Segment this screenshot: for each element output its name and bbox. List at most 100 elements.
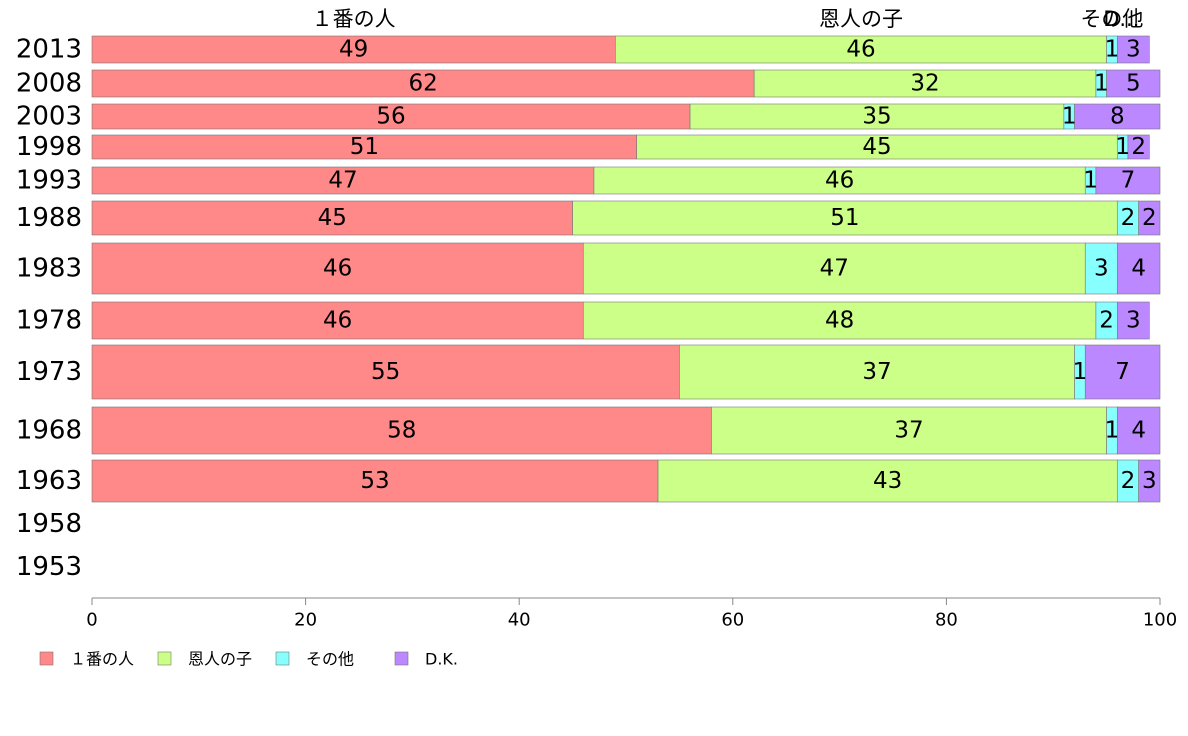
bar-segment-1993-s0	[91, 166, 595, 195]
segment-label-2013-s0: 49	[339, 37, 368, 63]
bar-segment-1988-s1	[572, 200, 1118, 236]
bar-segment-1983-s2	[1084, 242, 1118, 295]
bar-segment-1968-s3	[1116, 406, 1161, 455]
bar-segment-1983-s0	[91, 242, 584, 295]
x-tick-label-100: 100	[1143, 610, 1177, 631]
bar-segment-1993-s1	[593, 166, 1086, 195]
bar-segment-2013-s3	[1116, 35, 1150, 64]
legend-label-3: D.K.	[425, 650, 458, 669]
segment-label-1988-s0: 45	[318, 205, 347, 231]
bar-segment-1993-s3	[1095, 166, 1161, 195]
year-label-1998: 1998	[16, 132, 82, 162]
segment-label-1988-s2: 2	[1121, 205, 1136, 231]
segment-label-2008-s0: 62	[408, 71, 437, 97]
x-axis: 0 20 40 60 80 100	[86, 597, 1177, 631]
segment-label-1993-s2: 1	[1083, 168, 1098, 194]
top-series-label-3: D...	[1103, 7, 1139, 31]
segment-label-1988-s3: 2	[1142, 205, 1157, 231]
segment-label-1973-s2: 1	[1073, 359, 1088, 385]
segment-label-1978-s2: 2	[1099, 308, 1114, 334]
year-label-1983: 1983	[16, 254, 82, 284]
segment-label-1963-s2: 2	[1121, 468, 1136, 494]
segment-label-1968-s3: 4	[1131, 418, 1146, 444]
year-label-1968: 1968	[16, 416, 82, 446]
segment-label-1968-s0: 58	[387, 418, 416, 444]
segment-label-2013-s2: 1	[1105, 37, 1120, 63]
year-label-1953: 1953	[16, 552, 82, 582]
year-label-2013: 2013	[16, 35, 82, 65]
segment-label-1993-s0: 47	[328, 168, 357, 194]
bar-segment-1988-s0	[91, 200, 573, 236]
year-label-1993: 1993	[16, 166, 82, 196]
segment-label-2003-s0: 56	[376, 104, 405, 130]
segment-label-2008-s1: 32	[910, 71, 939, 97]
legend-swatch-0	[39, 651, 54, 666]
year-label-1963: 1963	[16, 466, 82, 496]
x-tick-label-20: 20	[294, 610, 317, 631]
top-series-label-0: １番の人	[312, 7, 396, 31]
top-series-label-1: 恩人の子	[819, 7, 903, 31]
segment-label-1973-s0: 55	[371, 359, 400, 385]
bar-segment-1983-s3	[1116, 242, 1161, 295]
bar-segment-2008-s3	[1106, 69, 1161, 98]
legend-swatch-2	[275, 651, 290, 666]
x-tick-label-80: 80	[935, 610, 958, 631]
bar-segment-1963-s1	[657, 459, 1118, 503]
segment-label-2013-s3: 3	[1126, 37, 1141, 63]
year-label-1958: 1958	[16, 509, 82, 539]
segment-label-2003-s2: 1	[1062, 104, 1077, 130]
x-tick-label-0: 0	[86, 610, 97, 631]
bar-segment-1968-s0	[91, 406, 712, 455]
bar-segment-1973-s3	[1084, 344, 1161, 400]
legend-label-0: １番の人	[70, 650, 134, 669]
legend: １番の人 恩人の子 その他 D.K.	[39, 650, 458, 669]
segment-label-1973-s1: 37	[862, 359, 891, 385]
bar-segment-2013-s1	[615, 35, 1107, 64]
legend-swatch-1	[157, 651, 172, 666]
segment-label-2003-s3: 8	[1110, 104, 1125, 130]
bar-segment-2003-s1	[689, 103, 1065, 130]
bar-segment-1983-s1	[582, 242, 1086, 295]
segment-label-1983-s2: 3	[1094, 256, 1109, 282]
segment-label-1998-s2: 1	[1115, 134, 1130, 160]
bar-segment-2008-s1	[753, 69, 1097, 98]
bar-segment-1973-s1	[679, 344, 1075, 400]
segment-label-1978-s0: 46	[323, 308, 352, 334]
bar-segment-1998-s0	[91, 134, 637, 160]
segment-labels-layer: 49 46 1 362 32 1 556 35 1 851 45 1 247 46 1 745 51 2 246 47…	[318, 37, 1157, 495]
year-label-1988: 1988	[16, 203, 82, 233]
bar-segment-1998-s3	[1127, 134, 1150, 160]
legend-label-2: その他	[306, 650, 354, 669]
segment-label-2003-s1: 35	[862, 104, 891, 130]
bar-segment-2013-s0	[91, 35, 616, 64]
x-tick-label-40: 40	[508, 610, 531, 631]
segment-label-1983-s0: 46	[323, 256, 352, 282]
year-label-2008: 2008	[16, 69, 82, 99]
legend-swatch-3	[394, 651, 409, 666]
bar-segment-2003-s0	[91, 103, 691, 130]
segment-label-1968-s1: 37	[894, 418, 923, 444]
bar-segment-1998-s1	[636, 134, 1118, 160]
bar-segment-1978-s0	[91, 301, 584, 340]
segment-label-1968-s2: 1	[1105, 418, 1120, 444]
segment-label-1978-s3: 3	[1126, 308, 1141, 334]
x-tick-label-60: 60	[721, 610, 744, 631]
segment-label-1963-s3: 3	[1142, 468, 1157, 494]
segment-label-2013-s1: 46	[846, 37, 875, 63]
segment-label-1998-s3: 2	[1131, 134, 1146, 160]
segment-label-1998-s0: 51	[350, 134, 379, 160]
bars-layer	[91, 35, 1161, 503]
segment-label-1973-s3: 7	[1115, 359, 1130, 385]
segment-label-1978-s1: 48	[825, 308, 854, 334]
segment-label-1998-s1: 45	[862, 134, 891, 160]
top-series-label-2: その他	[1080, 7, 1143, 31]
segment-label-1983-s3: 4	[1131, 256, 1146, 282]
top-series-labels-layer: １番の人 恩人の子 その他D...	[312, 7, 1144, 31]
segment-label-1983-s1: 47	[820, 256, 849, 282]
segment-label-1993-s1: 46	[825, 168, 854, 194]
bar-segment-1968-s1	[711, 406, 1107, 455]
segment-label-1963-s0: 53	[360, 468, 389, 494]
bar-segment-1988-s3	[1138, 200, 1161, 236]
